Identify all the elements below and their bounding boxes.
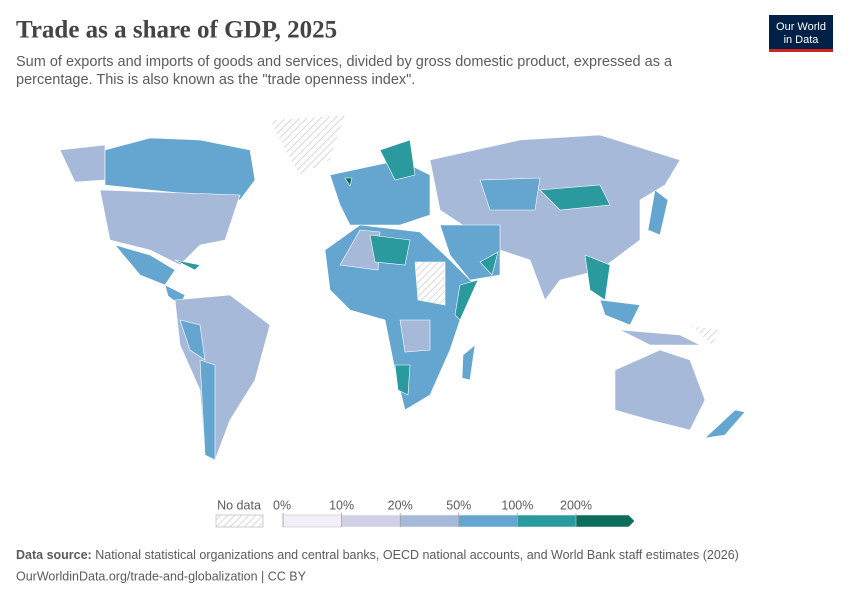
legend-no-data [215, 514, 264, 528]
country [414, 261, 446, 306]
logo-text: in Data [784, 34, 820, 46]
world-map [59, 114, 746, 461]
logo-text: Our World [776, 21, 826, 33]
country [454, 279, 479, 321]
subtitle: percentage. This is also known as the "t… [16, 72, 415, 88]
country [461, 344, 476, 381]
country [599, 299, 641, 326]
logo[interactable]: Our World in Data [769, 15, 833, 52]
legend-swatch [282, 514, 342, 528]
title: Trade as a share of GDP, 2025 [16, 17, 337, 44]
legend-tick-label: 10% [329, 498, 354, 512]
country [339, 229, 381, 271]
legend-swatch [341, 514, 401, 528]
legend-label: No data [217, 498, 261, 512]
country [59, 144, 106, 183]
legend-tick-label: 50% [446, 498, 471, 512]
country [199, 359, 216, 461]
country [647, 189, 669, 236]
country [479, 177, 541, 211]
subtitle: Sum of exports and imports of goods and … [16, 54, 673, 70]
legend-tick-label: 0% [273, 498, 291, 512]
legend: 0% 10% 20% 50% 100% 200% [273, 498, 635, 528]
country [114, 244, 176, 286]
logo-box [769, 15, 833, 50]
source-label: Data source: [16, 548, 92, 562]
country [479, 251, 499, 276]
country [539, 184, 611, 211]
country [174, 259, 201, 271]
legend-swatch [517, 514, 577, 528]
country [104, 137, 256, 201]
country [369, 234, 411, 266]
country [399, 319, 431, 353]
legend-tick-label: 20% [388, 498, 413, 512]
country [394, 364, 411, 396]
legend-swatch [575, 514, 635, 528]
country [619, 329, 701, 346]
country [99, 189, 241, 266]
legend-tick-label: 200% [560, 498, 592, 512]
source: Data source: National statistical organi… [16, 548, 739, 562]
country [584, 254, 611, 301]
url[interactable]: OurWorldinData.org/trade-and-globalizati… [16, 569, 307, 583]
country [689, 324, 721, 346]
legend-swatch [399, 514, 460, 528]
country [614, 349, 706, 431]
country [379, 139, 416, 181]
country [329, 159, 431, 226]
logo-bar [769, 49, 833, 52]
legend-tick-label: 100% [501, 498, 533, 512]
source-text: National statistical organizations and c… [95, 548, 739, 562]
country [269, 114, 346, 176]
country [174, 294, 271, 461]
country [704, 409, 746, 439]
country [344, 177, 353, 187]
country [179, 319, 206, 361]
legend-swatch [458, 514, 518, 528]
